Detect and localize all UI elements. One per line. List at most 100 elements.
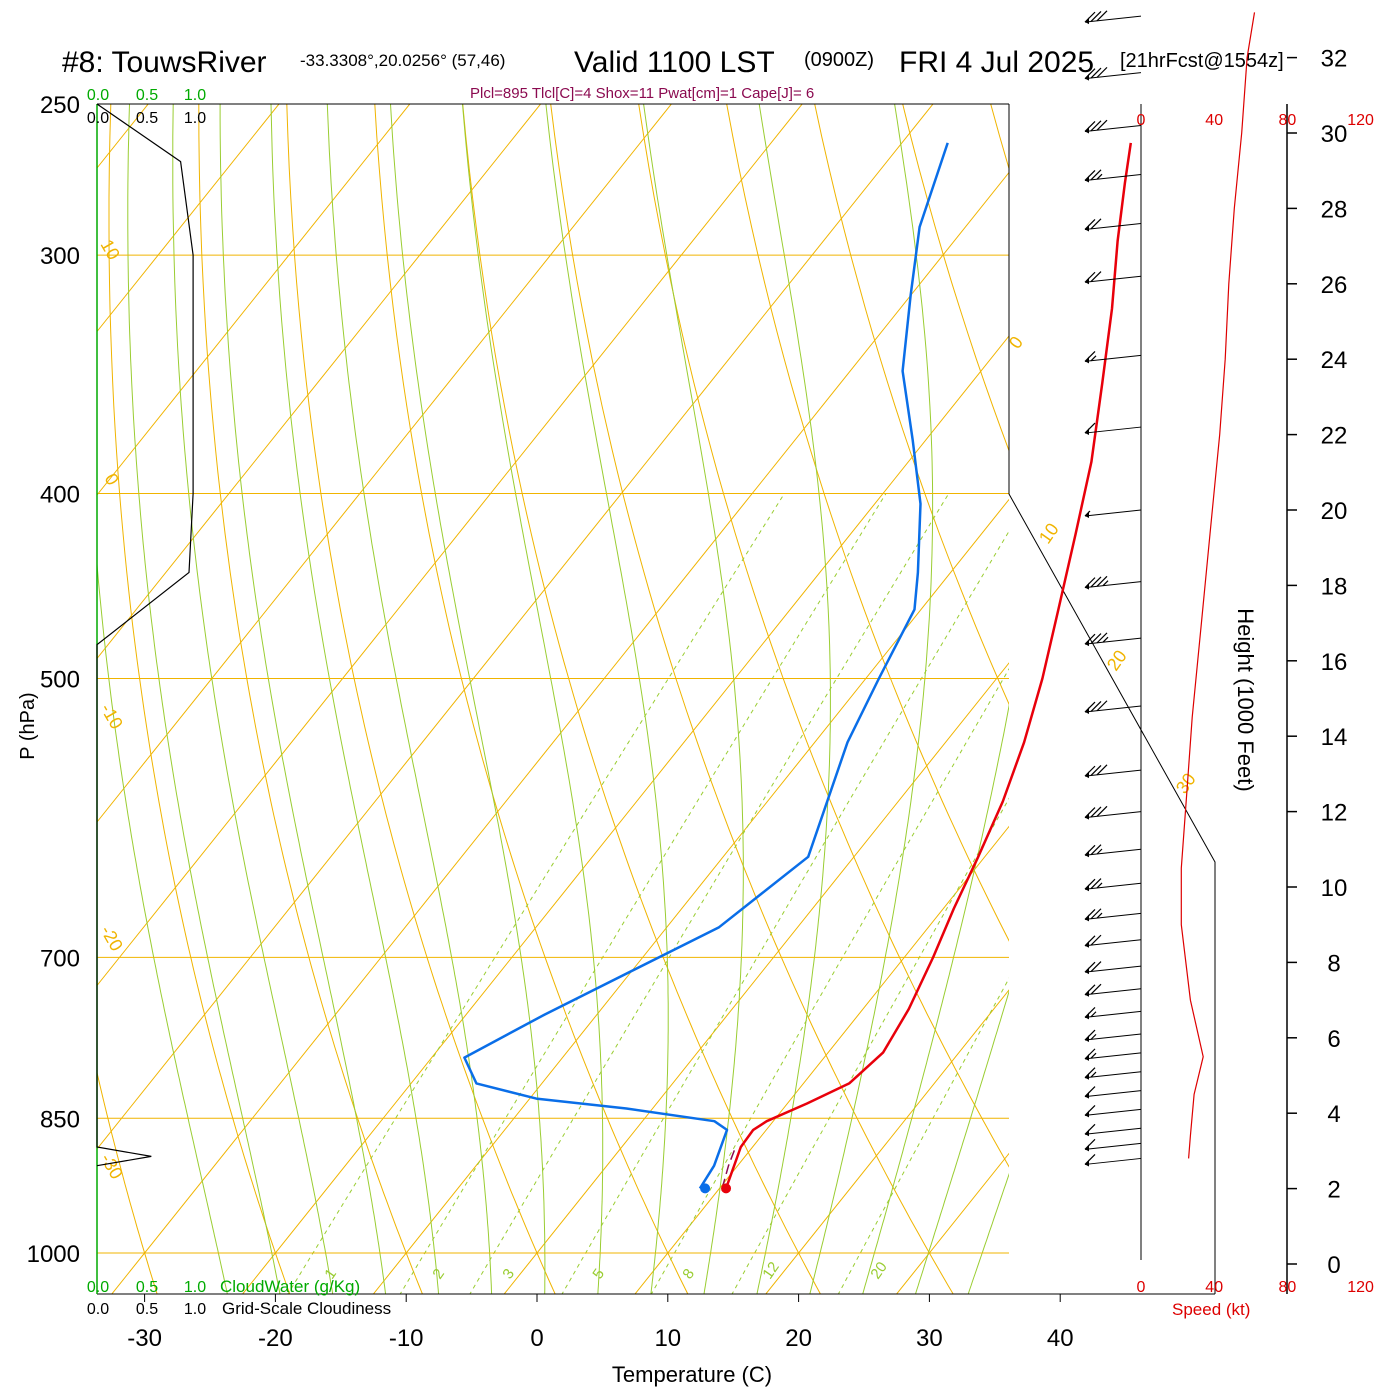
parcel-line [721,1146,737,1189]
wind-barb-flag [1096,805,1108,817]
isotherm [0,70,44,1309]
wind-barb-head [1085,1129,1089,1137]
wind-barb-halfflag [1102,636,1109,643]
wind-barb [1084,351,1142,364]
height-tick-label: 22 [1321,423,1348,450]
wind-barb-head [1085,17,1089,25]
wind-barb-staff [1084,912,1142,920]
wind-barb-flag [1096,10,1108,22]
cloudiness-tick-top: 1.0 [184,110,206,127]
speed-tick-top: 120 [1347,112,1374,129]
wind-barb-halfflag [1096,912,1103,919]
wind-barb-flag [1090,806,1102,818]
wind-barb-head [1085,940,1089,948]
height-tick-label: 6 [1327,1026,1340,1053]
dewpoint-line [463,142,949,1190]
wind-barb [1084,805,1142,820]
wind-barb-head [1085,967,1089,975]
isotherm [241,335,1009,1294]
mixing-ratio-line [561,530,1009,1294]
forecast-info: [21hrFcst@1554z] [1120,50,1284,72]
moist-adiabat [809,104,934,1294]
moist-adiabat [756,104,831,1294]
mixing-ratio-label: 2 [429,1266,448,1283]
moist-adiabat [127,104,281,1294]
wind-barb-staff [1084,811,1142,819]
dry-adiabat [374,104,689,1294]
valid-date: FRI 4 Jul 2025 [899,46,1094,79]
cloudwater-tick-top: 0.0 [87,87,109,104]
wind-barb-flag [1090,271,1102,283]
moist-adiabat [390,104,546,1294]
station-title: #8: TouwsRiver [62,46,267,79]
height-tick-label: 32 [1321,46,1348,73]
cloudiness-tick-bottom: 0.0 [87,1301,109,1318]
cloudiness-tick-bottom: 1.0 [184,1301,206,1318]
wind-barb-head [1085,1053,1089,1061]
mixing-ratio-label: 12 [759,1259,782,1282]
sounding-indices: Plcl=895 Tlcl[C]=4 Shox=11 Pwat[cm]=1 Ca… [470,85,814,102]
station-coords: -33.3308°,20.0256° (57,46) [300,51,505,70]
height-tick-label: 26 [1321,272,1348,299]
wind-barb-flag [1090,878,1102,890]
valid-time: Valid 1100 LST [574,46,775,79]
wind-barb-staff [1084,275,1142,283]
wind-barb-staff [1084,1090,1142,1098]
wind-barb-staff [1084,1142,1142,1150]
mixing-ratio-line [650,668,1009,1294]
wind-barb-head [1085,850,1089,858]
moist-adiabat [97,558,228,1294]
mixing-ratio-line [469,493,950,1294]
wind-barb-head [1085,356,1089,364]
moist-adiabat [967,1172,1009,1294]
temperature-tick-label: -30 [127,1325,162,1352]
height-tick-label: 16 [1321,649,1348,676]
wind-barb-flag [1090,934,1102,946]
wind-barb-flag [1090,633,1102,644]
temperature-tick-label: -20 [258,1325,293,1352]
height-tick-label: 24 [1321,347,1348,374]
isotherm-label: 10 [1035,519,1063,547]
isotherm [97,104,542,660]
wind-barb-halfflag [1096,882,1103,889]
height-tick-label: 0 [1327,1252,1340,1279]
wind-barb [1084,10,1142,25]
height-tick-label: 18 [1321,573,1348,600]
wind-barb-head [1085,428,1089,436]
wind-barb-head [1085,224,1089,232]
isotherm-label: -30 [97,1150,127,1183]
wind-barb-head [1085,989,1089,997]
wind-barb-head [1085,73,1089,81]
wind-barb-staff [1084,769,1142,777]
dry-adiabat [97,1070,158,1294]
wind-barb-flag [1096,700,1108,712]
wind-barb-staff [1084,124,1142,132]
wind-barb-flag [1096,66,1108,78]
isotherm [895,1152,1009,1294]
surface-temperature-point [721,1183,732,1194]
wind-barb-staff [1084,354,1142,362]
wind-barb [1084,1048,1142,1061]
wind-barb-flag [1090,67,1102,79]
wind-barb-head [1085,639,1089,647]
wind-barb-flag [1090,576,1102,588]
wind-barb-flag [1090,11,1102,22]
isotherm [97,104,280,333]
isotherm [97,104,149,169]
wind-barb-staff [1084,965,1142,973]
wind-barb-staff [1084,939,1142,947]
surface-dewpoint-point [700,1183,711,1194]
cloudiness-tick-top: 0.0 [87,110,109,127]
cloudwater-tick-bottom: 0.0 [87,1279,109,1296]
wind-barb-head [1085,1072,1089,1080]
wind-barb-staff [1084,988,1142,996]
cloudwater-tick-top: 1.0 [184,87,206,104]
height-tick-label: 12 [1321,800,1348,827]
wind-barb-head [1085,771,1089,779]
wind-barb-head [1085,277,1089,285]
speed-tick-top: 40 [1205,112,1223,129]
height-tick-label: 2 [1327,1177,1340,1204]
wind-barb-halfflag [1090,1071,1097,1078]
mixing-ratio-line [837,977,1009,1294]
